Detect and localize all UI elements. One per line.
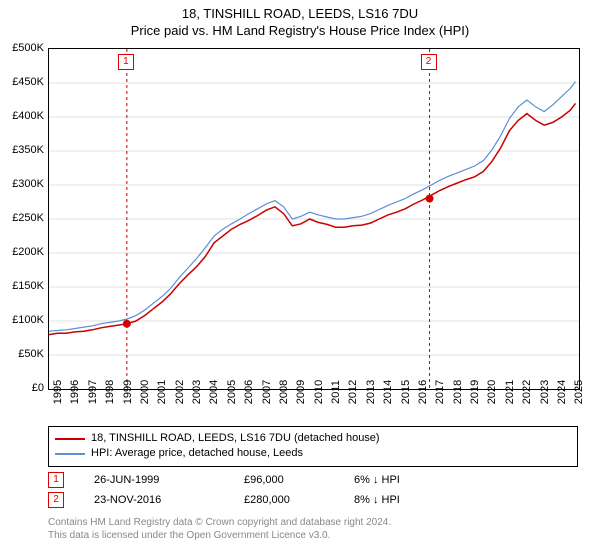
- x-tick-label: 2011: [330, 380, 342, 404]
- x-tick-label: 2017: [434, 380, 446, 404]
- x-tick-label: 2021: [504, 380, 516, 404]
- legend-label: HPI: Average price, detached house, Leed…: [91, 446, 303, 461]
- x-tick-label: 2024: [556, 380, 568, 404]
- x-tick-label: 2001: [156, 380, 168, 404]
- marker-badge: 1: [48, 472, 64, 488]
- legend: 18, TINSHILL ROAD, LEEDS, LS16 7DU (deta…: [48, 426, 578, 467]
- y-tick-label: £300K: [12, 178, 44, 190]
- y-tick-label: £400K: [12, 110, 44, 122]
- legend-swatch: [55, 453, 85, 455]
- tx-date: 23-NOV-2016: [94, 494, 244, 506]
- x-tick-label: 2013: [365, 380, 377, 404]
- x-tick-label: 2002: [174, 380, 186, 404]
- x-tick-label: 2025: [573, 380, 585, 404]
- x-tick-label: 2023: [539, 380, 551, 404]
- legend-item: 18, TINSHILL ROAD, LEEDS, LS16 7DU (deta…: [55, 431, 571, 446]
- y-tick-label: £250K: [12, 212, 44, 224]
- y-tick-label: £200K: [12, 246, 44, 258]
- x-tick-label: 2000: [139, 380, 151, 404]
- marker-badge-chart: 2: [421, 54, 437, 70]
- tx-price: £96,000: [244, 474, 354, 486]
- x-tick-label: 2018: [452, 380, 464, 404]
- table-row: 1 26-JUN-1999 £96,000 6% ↓ HPI: [48, 470, 400, 490]
- marker-dot: [426, 195, 434, 203]
- x-tick-label: 2006: [243, 380, 255, 404]
- y-tick-label: £50K: [18, 348, 44, 360]
- tx-price: £280,000: [244, 494, 354, 506]
- y-tick-label: £450K: [12, 76, 44, 88]
- table-row: 2 23-NOV-2016 £280,000 8% ↓ HPI: [48, 490, 400, 510]
- x-tick-label: 2007: [261, 380, 273, 404]
- x-tick-label: 1995: [52, 380, 64, 404]
- x-tick-label: 2005: [226, 380, 238, 404]
- y-tick-label: £100K: [12, 314, 44, 326]
- marker-badge: 2: [48, 492, 64, 508]
- x-tick-label: 2004: [208, 380, 220, 404]
- chart-title-line1: 18, TINSHILL ROAD, LEEDS, LS16 7DU: [0, 0, 600, 23]
- tx-delta: 8% ↓ HPI: [354, 494, 400, 506]
- x-tick-label: 1996: [69, 380, 81, 404]
- x-tick-label: 2020: [486, 380, 498, 404]
- legend-swatch: [55, 438, 85, 440]
- marker-dot: [123, 320, 131, 328]
- x-tick-label: 2016: [417, 380, 429, 404]
- transactions-table: 1 26-JUN-1999 £96,000 6% ↓ HPI 2 23-NOV-…: [48, 470, 400, 510]
- x-tick-label: 1999: [122, 380, 134, 404]
- chart-title-line2: Price paid vs. HM Land Registry's House …: [0, 23, 600, 46]
- x-tick-label: 2012: [347, 380, 359, 404]
- x-tick-label: 2015: [400, 380, 412, 404]
- x-tick-label: 2019: [469, 380, 481, 404]
- legend-item: HPI: Average price, detached house, Leed…: [55, 446, 571, 461]
- x-tick-label: 2014: [382, 380, 394, 404]
- legend-label: 18, TINSHILL ROAD, LEEDS, LS16 7DU (deta…: [91, 431, 380, 446]
- footer-attribution: Contains HM Land Registry data © Crown c…: [48, 516, 391, 542]
- x-tick-label: 2003: [191, 380, 203, 404]
- tx-delta: 6% ↓ HPI: [354, 474, 400, 486]
- footer-line1: Contains HM Land Registry data © Crown c…: [48, 516, 391, 529]
- x-tick-label: 1997: [87, 380, 99, 404]
- marker-badge-chart: 1: [118, 54, 134, 70]
- x-tick-label: 2010: [313, 380, 325, 404]
- chart-svg: [49, 49, 579, 389]
- series-line: [49, 82, 576, 332]
- y-tick-label: £0: [32, 382, 44, 394]
- x-tick-label: 1998: [104, 380, 116, 404]
- x-tick-label: 2022: [521, 380, 533, 404]
- x-tick-label: 2009: [295, 380, 307, 404]
- tx-date: 26-JUN-1999: [94, 474, 244, 486]
- x-tick-label: 2008: [278, 380, 290, 404]
- footer-line2: This data is licensed under the Open Gov…: [48, 529, 391, 542]
- y-tick-label: £500K: [12, 42, 44, 54]
- y-tick-label: £350K: [12, 144, 44, 156]
- y-tick-label: £150K: [12, 280, 44, 292]
- chart-plot-area: [48, 48, 580, 390]
